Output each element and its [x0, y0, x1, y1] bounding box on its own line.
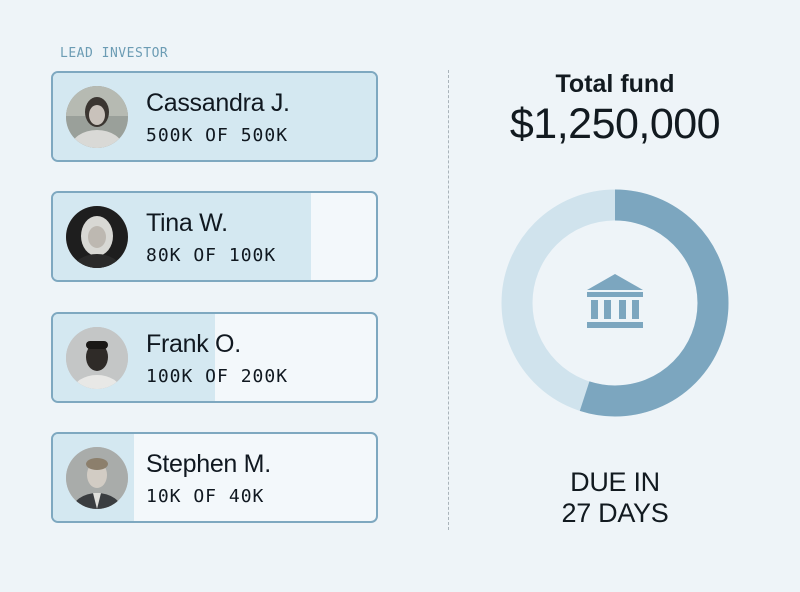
investor-card[interactable]: Tina W. 80K OF 100K: [51, 191, 378, 282]
investor-amount: 100K OF 200K: [146, 366, 289, 387]
column-divider: [448, 70, 449, 530]
fund-progress-donut: [501, 189, 729, 417]
lead-investor-label: LEAD INVESTOR: [60, 46, 169, 61]
avatar: [66, 447, 128, 509]
avatar: [66, 206, 128, 268]
investor-name: Stephen M.: [146, 450, 271, 478]
total-fund-amount: $1,250,000: [509, 100, 721, 148]
due-line-1: DUE IN: [570, 467, 660, 497]
investor-card[interactable]: Stephen M. 10K OF 40K: [51, 432, 378, 523]
due-line-2: 27 DAYS: [561, 498, 669, 528]
investor-amount: 500K OF 500K: [146, 125, 289, 146]
bank-icon: [587, 274, 643, 328]
avatar: [66, 86, 128, 148]
investor-amount: 10K OF 40K: [146, 486, 265, 507]
avatar: [66, 327, 128, 389]
investor-amount: 80K OF 100K: [146, 245, 277, 266]
investor-card[interactable]: Frank O. 100K OF 200K: [51, 312, 378, 403]
donut-filled-arc: [501, 189, 729, 417]
investor-name: Frank O.: [146, 330, 241, 358]
investor-name: Cassandra J.: [146, 89, 290, 117]
total-fund-title: Total fund: [555, 70, 675, 98]
due-countdown: DUE IN 27 DAYS: [470, 467, 760, 529]
investor-name: Tina W.: [146, 209, 228, 237]
investor-card[interactable]: Cassandra J. 500K OF 500K: [51, 71, 378, 162]
